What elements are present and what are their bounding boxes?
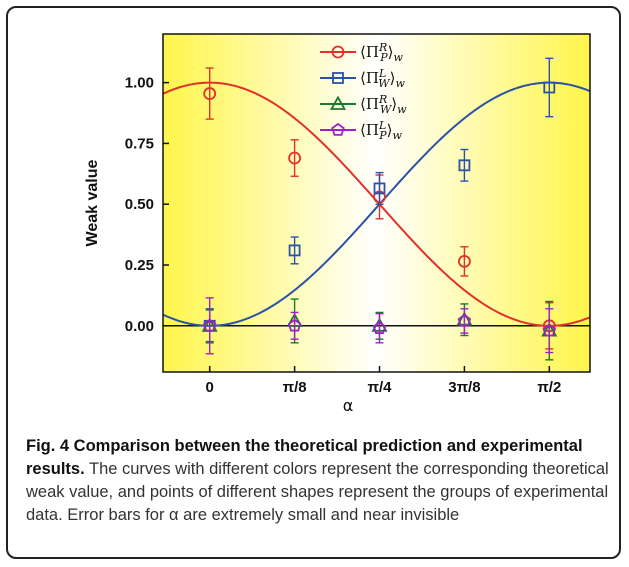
figure-frame: 0 π/8 π/4 3π/8 π/2 0.00 0.25 0.50 0.75 1.00 α Wea… [6, 6, 621, 559]
legend-label: ⟨ΠL W⟩w [360, 67, 405, 90]
chart: 0 π/8 π/4 3π/8 π/2 0.00 0.25 0.50 0.75 1.00 α Wea… [84, 33, 591, 415]
point-WL [373, 171, 386, 205]
data-points [201, 57, 558, 361]
marker-pentagon [202, 318, 217, 332]
marker-square [373, 182, 386, 195]
legend-label: ⟨ΠR W⟩w [360, 93, 407, 116]
marker-circle [288, 151, 302, 165]
theory-curve-WL [163, 81, 590, 327]
y-tick-label: 0.50 [125, 196, 154, 213]
x-axis-label: α [343, 396, 354, 415]
y-tick-label: 0.25 [125, 257, 154, 274]
marker-pentagon [457, 313, 472, 327]
legend-marker-pentagon [331, 122, 345, 136]
point-WL [288, 236, 301, 265]
x-tick-label: π/2 [537, 379, 561, 396]
y-tick-label: 1.00 [125, 75, 154, 92]
legend-entry-WR: ⟨ΠR W⟩w [320, 93, 407, 116]
legend-entry-WL: ⟨ΠL W⟩w [320, 67, 405, 90]
point-PR [458, 246, 471, 277]
marker-pentagon [372, 321, 387, 334]
marker-square [458, 159, 471, 172]
marker-circle [458, 254, 471, 268]
point-PL [202, 297, 217, 355]
legend-entry-PR: ⟨ΠR P⟩w [320, 41, 404, 64]
legend-marker-circle [331, 45, 345, 59]
caption-text: The curves with different colors represe… [26, 460, 609, 524]
legend: ⟨ΠR P⟩w ⟨ΠL W⟩w ⟨ΠR W⟩w ⟨ΠL P⟩w [320, 41, 407, 142]
point-WL [458, 148, 471, 182]
legend-marker-square [332, 72, 344, 84]
point-PR [203, 67, 217, 120]
marker-pentagon [542, 323, 557, 337]
y-axis-label: Weak value [84, 159, 101, 246]
point-PL [457, 308, 472, 334]
x-tick-label: 0 [206, 379, 214, 396]
x-tick-label: π/8 [283, 379, 307, 396]
point-WL [543, 57, 556, 118]
marker-square [543, 81, 556, 94]
point-PL [542, 308, 557, 354]
point-PR [288, 139, 302, 177]
point-PL [372, 312, 387, 344]
legend-marker-triangle [329, 95, 347, 110]
legend-label: ⟨ΠL P⟩w [360, 119, 403, 142]
x-tick-label: π/4 [368, 379, 393, 396]
plot-frame [162, 33, 591, 373]
plot-background [163, 34, 590, 372]
marker-square [288, 244, 301, 257]
axis-ticks: 0 π/8 π/4 3π/8 π/2 0.00 0.25 0.50 0.75 1.00 [125, 75, 562, 396]
legend-label: ⟨ΠR P⟩w [360, 41, 404, 64]
caption-title: Fig. 4 Comparison between the theoretica… [26, 437, 583, 478]
y-tick-label: 0.00 [125, 318, 154, 335]
point-PL [287, 311, 302, 340]
y-tick-label: 0.75 [125, 135, 154, 152]
marker-pentagon [287, 318, 302, 332]
marker-circle [203, 87, 217, 100]
legend-entry-PL: ⟨ΠL P⟩w [320, 119, 403, 142]
figure-caption: Fig. 4 Comparison between the theoretica… [26, 435, 620, 527]
x-tick-label: 3π/8 [448, 379, 480, 396]
